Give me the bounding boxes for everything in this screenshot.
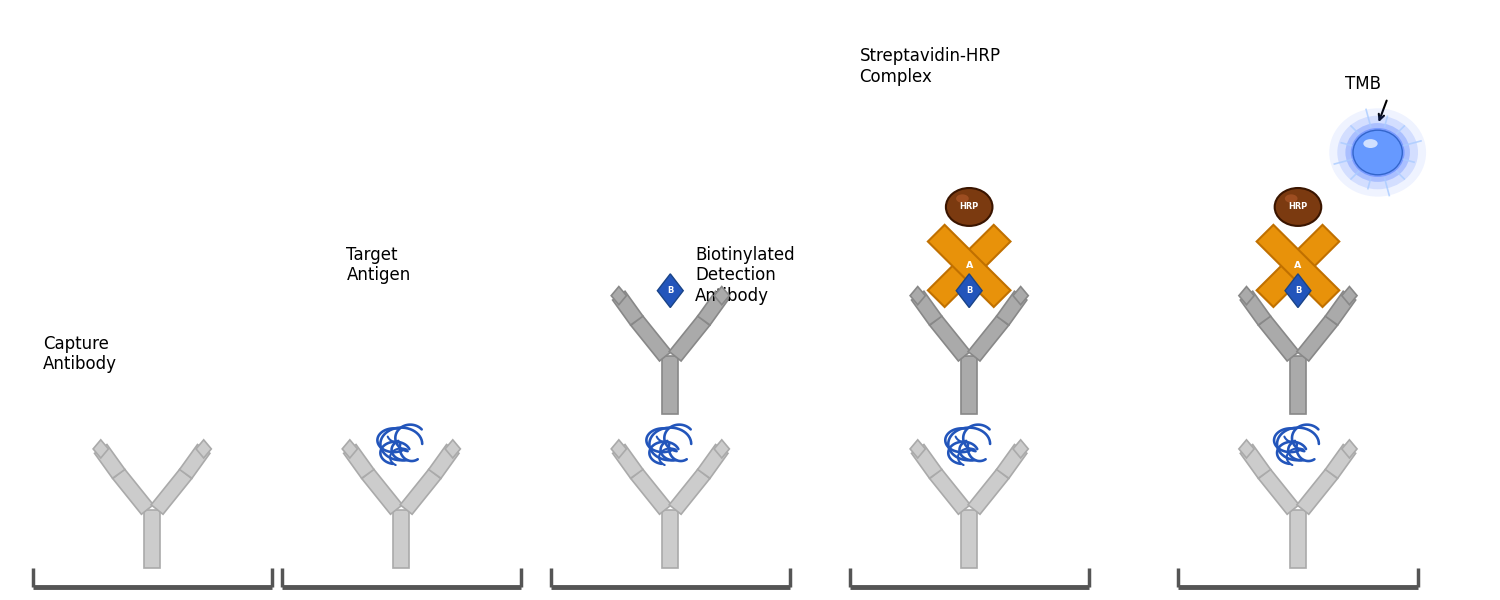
- Polygon shape: [1258, 469, 1299, 514]
- Polygon shape: [362, 469, 402, 514]
- Polygon shape: [144, 509, 160, 568]
- Text: A: A: [1294, 262, 1302, 271]
- Polygon shape: [962, 356, 978, 414]
- Polygon shape: [996, 291, 1028, 325]
- Polygon shape: [1298, 316, 1338, 361]
- Text: Streptavidin-HRP
Complex: Streptavidin-HRP Complex: [859, 47, 1000, 86]
- Polygon shape: [910, 287, 926, 305]
- Polygon shape: [400, 469, 441, 514]
- Polygon shape: [1239, 440, 1254, 458]
- Text: Target
Antigen: Target Antigen: [346, 245, 411, 284]
- Polygon shape: [1013, 440, 1029, 458]
- Polygon shape: [662, 356, 678, 414]
- Polygon shape: [1257, 225, 1340, 307]
- Text: Biotinylated
Detection
Antibody: Biotinylated Detection Antibody: [694, 245, 795, 305]
- Polygon shape: [1326, 445, 1356, 478]
- Polygon shape: [956, 274, 982, 308]
- Polygon shape: [1298, 469, 1338, 514]
- Polygon shape: [632, 469, 672, 514]
- Polygon shape: [94, 445, 124, 478]
- Ellipse shape: [956, 194, 969, 203]
- Polygon shape: [930, 469, 970, 514]
- Ellipse shape: [1275, 188, 1322, 226]
- Polygon shape: [610, 440, 627, 458]
- Polygon shape: [1013, 287, 1029, 305]
- Polygon shape: [632, 316, 672, 361]
- Polygon shape: [612, 445, 644, 478]
- Polygon shape: [446, 440, 460, 458]
- Text: HRP: HRP: [960, 202, 980, 211]
- Polygon shape: [910, 440, 926, 458]
- Text: B: B: [1294, 286, 1300, 295]
- Polygon shape: [698, 445, 728, 478]
- Text: HRP: HRP: [1288, 202, 1308, 211]
- Polygon shape: [1342, 287, 1358, 305]
- Polygon shape: [928, 225, 1011, 307]
- Text: B: B: [966, 286, 972, 295]
- Polygon shape: [429, 445, 459, 478]
- Polygon shape: [112, 469, 153, 514]
- Polygon shape: [1290, 356, 1306, 414]
- Text: B: B: [668, 286, 674, 295]
- Polygon shape: [657, 274, 682, 308]
- Polygon shape: [93, 440, 108, 458]
- Polygon shape: [968, 469, 1008, 514]
- Polygon shape: [1240, 445, 1270, 478]
- Text: A: A: [966, 262, 974, 271]
- Polygon shape: [930, 316, 970, 361]
- Polygon shape: [180, 445, 210, 478]
- Polygon shape: [714, 440, 729, 458]
- Ellipse shape: [946, 188, 993, 226]
- Polygon shape: [996, 445, 1028, 478]
- Text: Capture
Antibody: Capture Antibody: [42, 335, 117, 373]
- Polygon shape: [612, 291, 644, 325]
- Polygon shape: [968, 316, 1008, 361]
- Polygon shape: [1326, 291, 1356, 325]
- Ellipse shape: [1353, 130, 1402, 175]
- Ellipse shape: [1338, 116, 1418, 189]
- Polygon shape: [610, 287, 627, 305]
- Polygon shape: [1257, 225, 1340, 307]
- Polygon shape: [1286, 274, 1311, 308]
- Polygon shape: [1290, 509, 1306, 568]
- Polygon shape: [1240, 291, 1270, 325]
- Polygon shape: [662, 509, 678, 568]
- Polygon shape: [1239, 287, 1254, 305]
- Ellipse shape: [1364, 139, 1377, 148]
- Polygon shape: [669, 316, 710, 361]
- Polygon shape: [669, 469, 710, 514]
- Ellipse shape: [1286, 194, 1298, 203]
- Polygon shape: [1258, 316, 1299, 361]
- Polygon shape: [196, 440, 211, 458]
- Polygon shape: [1342, 440, 1358, 458]
- Ellipse shape: [1346, 123, 1410, 182]
- Polygon shape: [912, 291, 942, 325]
- Polygon shape: [342, 440, 357, 458]
- Polygon shape: [152, 469, 192, 514]
- Polygon shape: [714, 287, 729, 305]
- Ellipse shape: [1352, 128, 1404, 177]
- Polygon shape: [344, 445, 374, 478]
- Polygon shape: [928, 225, 1011, 307]
- Ellipse shape: [1329, 109, 1426, 197]
- Polygon shape: [912, 445, 942, 478]
- Polygon shape: [962, 509, 978, 568]
- Polygon shape: [698, 291, 728, 325]
- Text: TMB: TMB: [1344, 75, 1380, 93]
- Polygon shape: [393, 509, 410, 568]
